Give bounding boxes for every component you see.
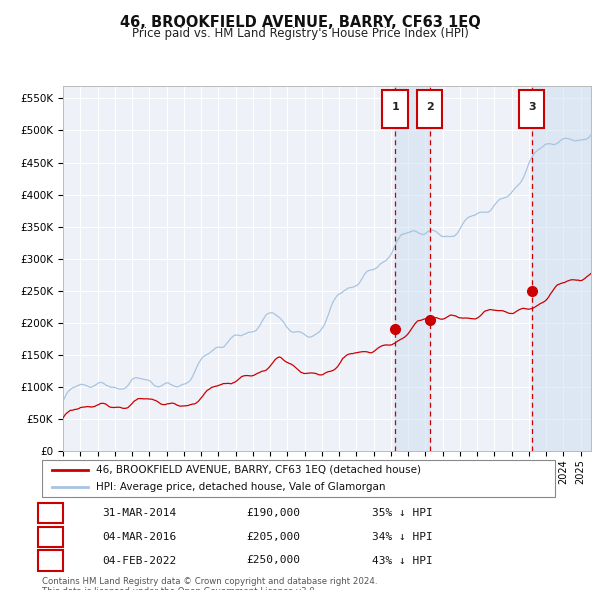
Text: 2: 2 [47,532,54,542]
Text: 04-MAR-2016: 04-MAR-2016 [102,532,176,542]
FancyBboxPatch shape [42,460,556,497]
FancyBboxPatch shape [382,90,408,129]
Bar [532,86,591,451]
FancyBboxPatch shape [417,90,442,129]
Text: 31-MAR-2014: 31-MAR-2014 [102,509,176,518]
FancyBboxPatch shape [519,90,544,129]
Text: Price paid vs. HM Land Registry's House Price Index (HPI): Price paid vs. HM Land Registry's House … [131,27,469,40]
Text: 3: 3 [47,556,54,565]
Bar [395,86,430,451]
Text: 2: 2 [426,103,434,113]
Text: 1: 1 [391,103,399,113]
Text: £190,000: £190,000 [246,509,300,518]
Text: 04-FEB-2022: 04-FEB-2022 [102,556,176,565]
Text: 3: 3 [528,103,536,113]
Text: 34% ↓ HPI: 34% ↓ HPI [372,532,433,542]
Text: Contains HM Land Registry data © Crown copyright and database right 2024.
This d: Contains HM Land Registry data © Crown c… [42,577,377,590]
Text: 46, BROOKFIELD AVENUE, BARRY, CF63 1EQ (detached house): 46, BROOKFIELD AVENUE, BARRY, CF63 1EQ (… [96,465,421,475]
Text: £250,000: £250,000 [246,556,300,565]
Text: 46, BROOKFIELD AVENUE, BARRY, CF63 1EQ: 46, BROOKFIELD AVENUE, BARRY, CF63 1EQ [119,15,481,30]
Text: 1: 1 [47,509,54,518]
Text: 35% ↓ HPI: 35% ↓ HPI [372,509,433,518]
Text: 43% ↓ HPI: 43% ↓ HPI [372,556,433,565]
Text: £205,000: £205,000 [246,532,300,542]
Text: HPI: Average price, detached house, Vale of Glamorgan: HPI: Average price, detached house, Vale… [96,482,386,492]
